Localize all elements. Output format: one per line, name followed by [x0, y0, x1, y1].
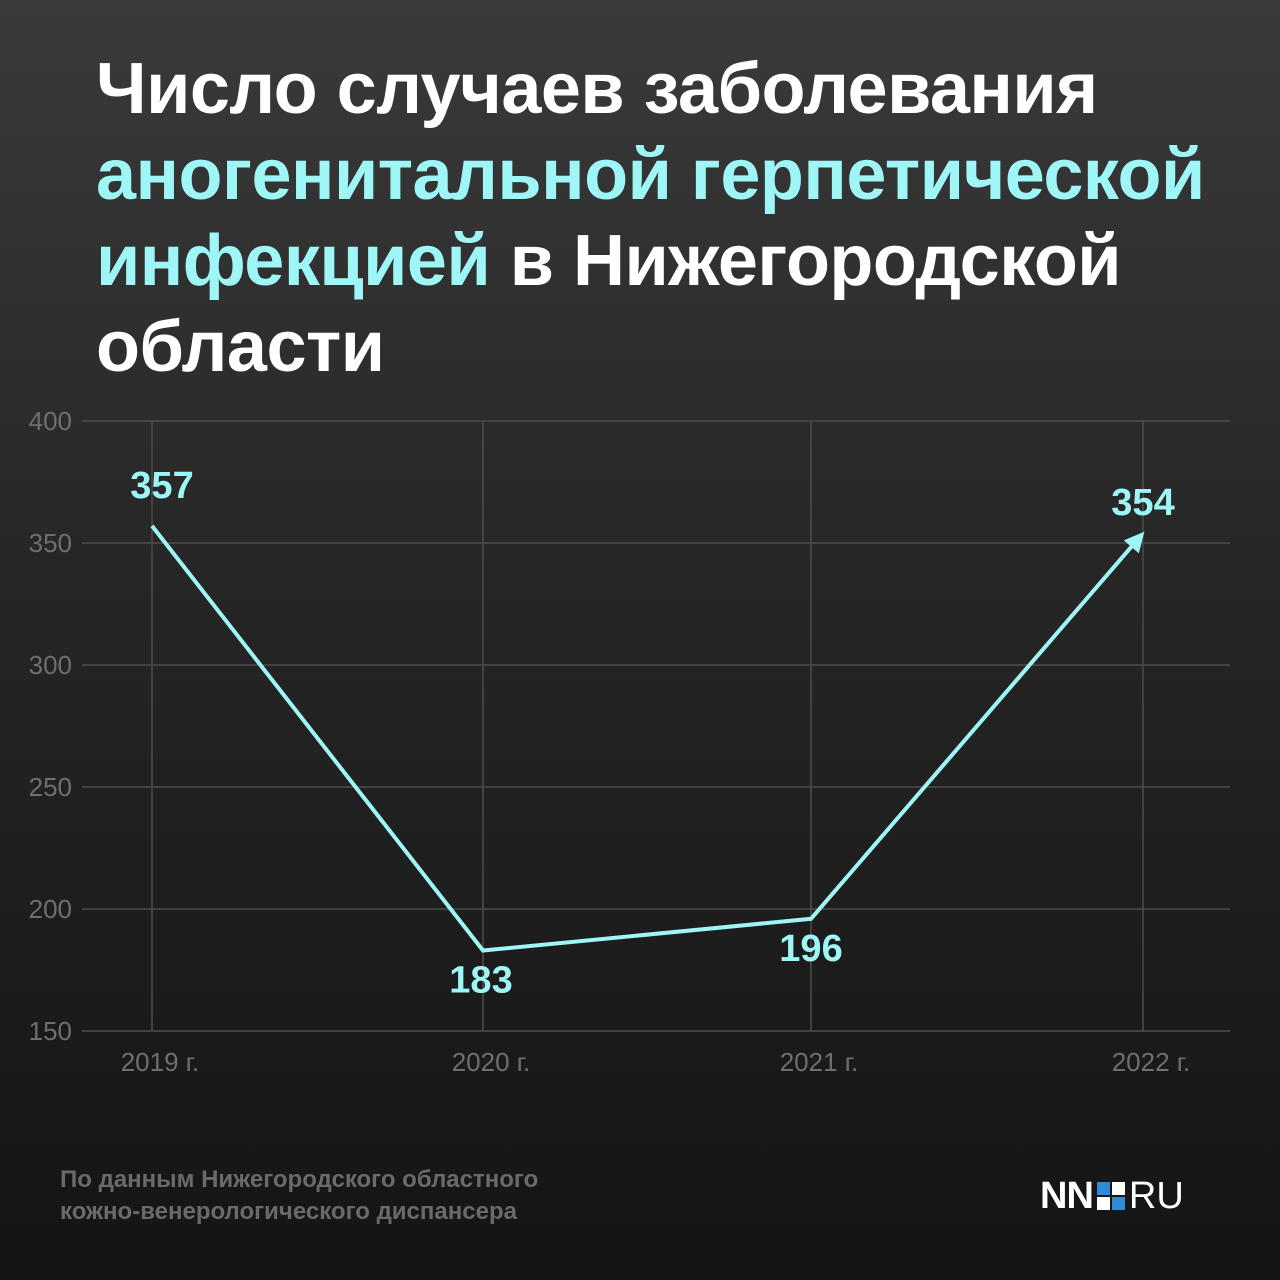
line-chart: 400 350 300 250 200 150 2019 г. 2020 г. 2021 г. 2… [29, 406, 1230, 1077]
x-tick-label: 2019 г. [121, 1047, 200, 1077]
data-label: 357 [130, 465, 193, 507]
y-tick-label: 300 [29, 650, 72, 680]
data-label: 196 [779, 928, 842, 970]
chart-series [150, 524, 1145, 953]
source-line-1: По данным Нижегородского областного [60, 1166, 539, 1193]
x-tick-label: 2022 г. [1112, 1047, 1191, 1077]
y-tick-label: 200 [29, 894, 72, 924]
source-note: По данным Нижегородского областного кожн… [60, 1164, 700, 1228]
title-part-2: в Нижегородской области [96, 221, 1122, 387]
nn-ru-logo: NN RU [1040, 1176, 1184, 1216]
data-label: 183 [449, 959, 512, 1001]
data-label: 354 [1111, 482, 1174, 524]
y-tick-label: 400 [29, 406, 72, 436]
chart-grid: 400 350 300 250 200 150 2019 г. 2020 г. 2021 г. 2… [29, 406, 1230, 1077]
title-highlight: аногенитальной герпетической инфекцией [96, 135, 1205, 301]
logo-ru-text: RU [1128, 1175, 1184, 1217]
x-tick-label: 2020 г. [452, 1047, 531, 1077]
title-part-1: Число случаев заболевания [96, 49, 1098, 129]
series-line [150, 524, 1145, 953]
x-tick-label: 2021 г. [780, 1047, 859, 1077]
logo-nn-text: NN [1040, 1175, 1094, 1217]
source-line-2: кожно-венерологического диспансера [60, 1198, 517, 1225]
chart-labels: 357 183 196 354 [130, 465, 1174, 1002]
logo-squares-icon [1096, 1182, 1125, 1210]
y-tick-label: 350 [29, 528, 72, 558]
y-tick-label: 250 [29, 772, 72, 802]
y-tick-label: 150 [29, 1016, 72, 1046]
page-title: Число случаев заболевания аногенитальной… [96, 46, 1216, 390]
